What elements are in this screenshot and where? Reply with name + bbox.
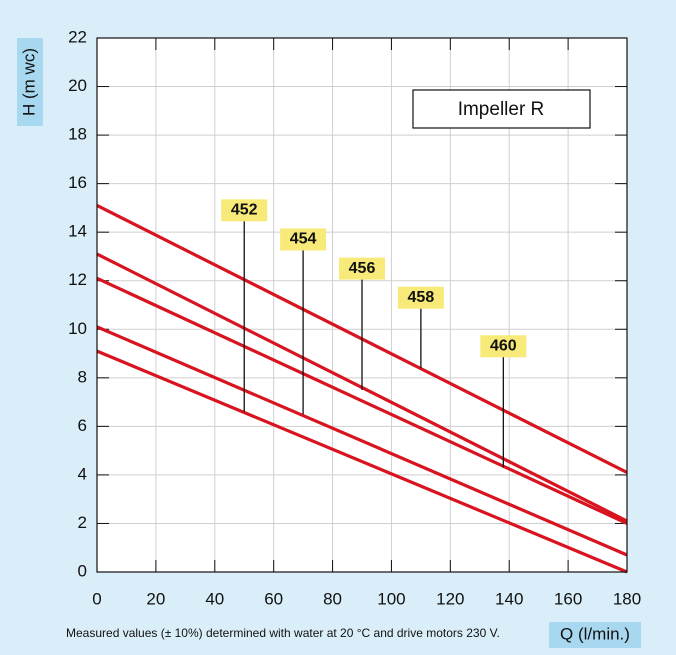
label-box: [339, 257, 385, 280]
x-tick-label: 160: [554, 589, 582, 608]
label-box: [480, 335, 527, 358]
y-tick-label: 14: [68, 222, 87, 241]
x-tick-label: 60: [264, 589, 283, 608]
y-tick-label: 0: [78, 561, 87, 580]
y-tick-label: 18: [68, 125, 87, 144]
y-tick-label: 10: [68, 319, 87, 338]
curve: [96, 276, 628, 525]
x-tick-label: 0: [92, 589, 101, 608]
curve: [96, 325, 628, 557]
curve-label: 454: [290, 231, 317, 248]
label-box: [280, 228, 327, 251]
y-tick-label: 2: [78, 513, 87, 532]
y-tick-label: 22: [68, 27, 87, 46]
y-tick-label: 16: [68, 173, 87, 192]
inset-title: Impeller R: [458, 99, 545, 120]
label-box: [397, 286, 444, 309]
x-axis-label: Q (l/min.): [560, 624, 630, 643]
curve: [96, 349, 628, 574]
y-axis-label: H (m wc): [19, 48, 38, 116]
y-tick-label: 6: [78, 416, 87, 435]
x-tick-label: 120: [436, 589, 464, 608]
label-box: [221, 199, 268, 222]
x-tick-label: 40: [205, 589, 224, 608]
y-tick-label: 4: [78, 464, 87, 483]
footnote: Measured values (± 10%) determined with …: [66, 626, 500, 640]
y-tick-label: 20: [68, 76, 87, 95]
x-tick-label: 180: [613, 589, 641, 608]
x-tick-label: 20: [146, 589, 165, 608]
y-label-box: [17, 38, 43, 126]
y-tick-label: 8: [78, 367, 87, 386]
x-tick-label: 140: [495, 589, 523, 608]
y-tick-label: 12: [68, 270, 87, 289]
x-label-box: [549, 622, 641, 648]
x-tick-label: 100: [377, 589, 405, 608]
curve-label: 452: [231, 202, 258, 219]
curve-label: 460: [490, 337, 517, 354]
x-tick-label: 80: [323, 589, 342, 608]
curve-label: 456: [349, 260, 376, 277]
plot-frame: [96, 37, 628, 573]
inset-box: [412, 89, 591, 129]
curve-label: 458: [408, 289, 435, 306]
